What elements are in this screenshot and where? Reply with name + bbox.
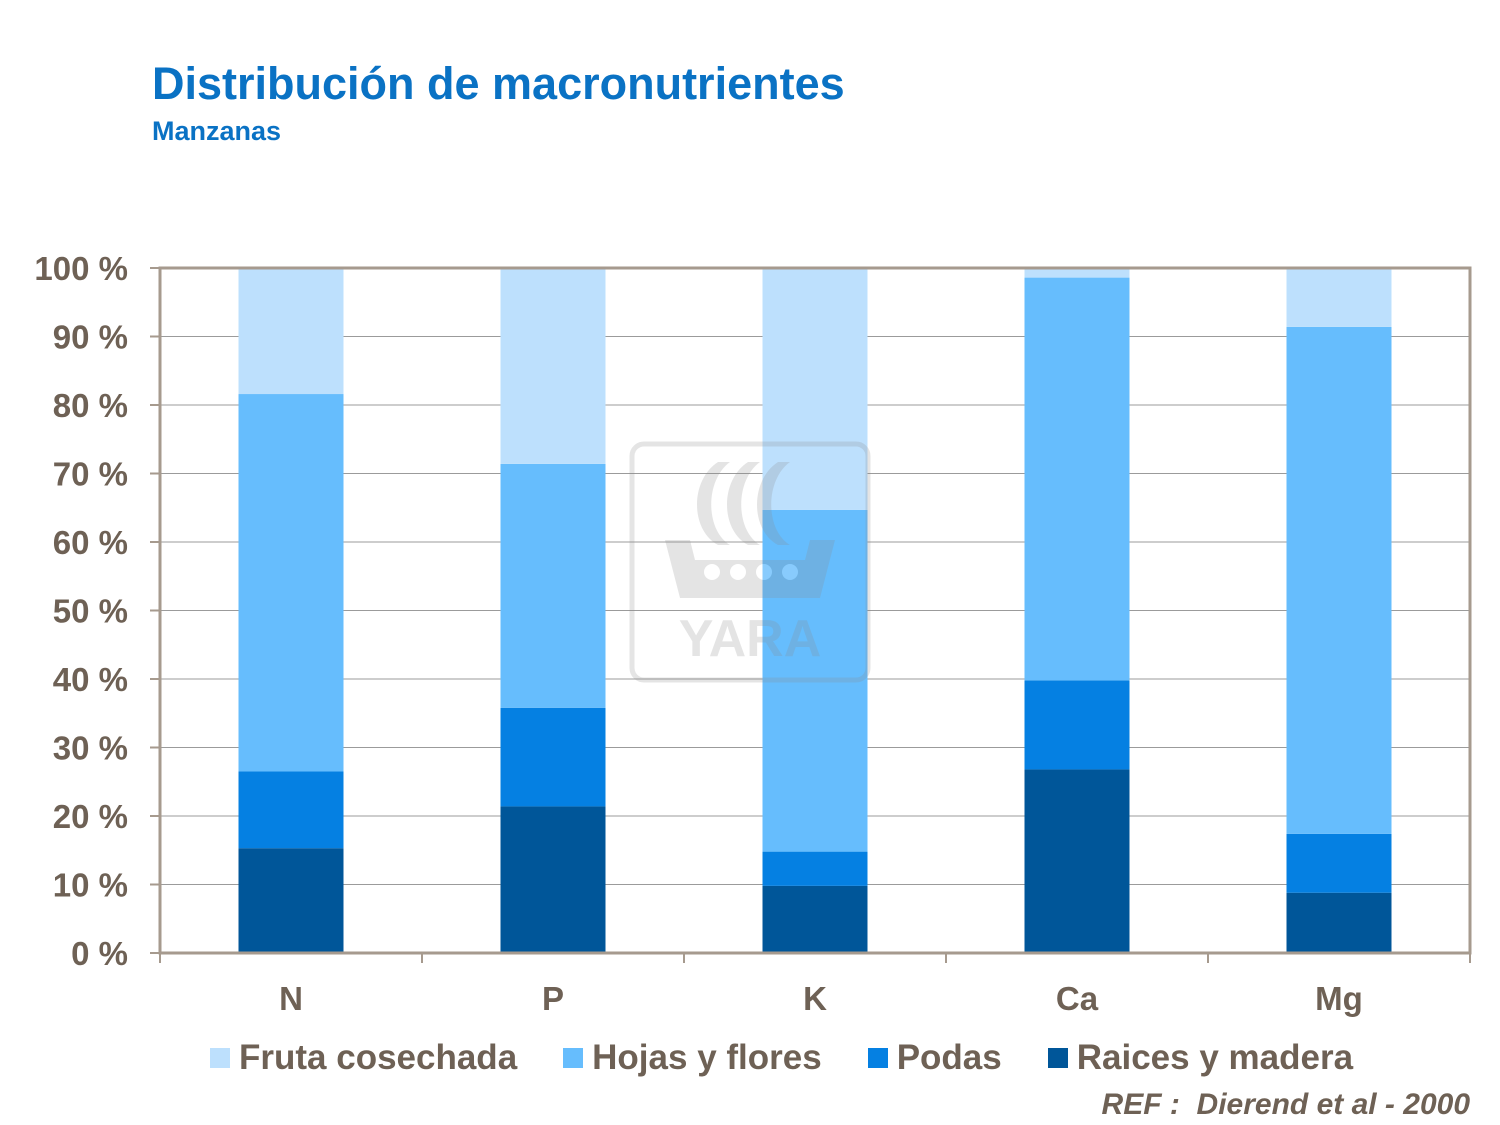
y-tick-label: 0 %	[71, 935, 128, 972]
y-tick-label: 40 %	[53, 661, 128, 698]
y-axis-labels: 0 % 10 % 20 % 30 % 40 % 50 % 60 % 70 % 80 % 90 % 1…	[34, 250, 128, 972]
legend-label-fruta: Fruta cosechada	[239, 1038, 518, 1077]
legend-swatch-fruta	[210, 1048, 230, 1068]
y-tick-label: 50 %	[53, 593, 128, 630]
legend: Fruta cosechada Hojas y flores Podas Rai…	[210, 1038, 1399, 1078]
bar-segment-podas-mg	[1286, 833, 1392, 893]
y-tick-label: 80 %	[53, 387, 128, 424]
bar-segment-hojas-mg	[1286, 326, 1392, 834]
bar-segment-raices-mg	[1286, 892, 1392, 953]
plot-border	[158, 266, 1472, 955]
bars	[238, 268, 1392, 953]
legend-label-hojas: Hojas y flores	[592, 1038, 822, 1077]
legend-label-podas: Podas	[896, 1038, 1002, 1077]
y-tick-label: 20 %	[53, 798, 128, 835]
legend-item-hojas: Hojas y flores	[563, 1038, 822, 1078]
legend-item-podas: Podas	[867, 1038, 1002, 1078]
bar-segment-fruta-k	[762, 268, 868, 510]
y-tick-label: 60 %	[53, 524, 128, 561]
yara-viking-ship-logo-icon	[665, 462, 835, 598]
legend-swatch-raices	[1047, 1048, 1068, 1068]
plot-frame	[158, 266, 1472, 963]
bar-segment-fruta-ca	[1024, 268, 1130, 278]
chart-title: Distribución de macronutrientes	[152, 58, 845, 109]
x-tick-label-p: P	[542, 980, 564, 1017]
bar-segment-fruta-n	[238, 268, 344, 395]
watermark-frame	[629, 441, 871, 683]
y-tick-label: 70 %	[53, 456, 128, 493]
x-tick-label-mg: Mg	[1315, 980, 1363, 1017]
bar-segment-podas-n	[238, 771, 344, 849]
legend-item-fruta: Fruta cosechada	[210, 1038, 517, 1078]
bar-segment-fruta-mg	[1286, 268, 1392, 327]
legend-label-raices: Raices y madera	[1076, 1038, 1354, 1077]
bar-segment-fruta-p	[500, 268, 606, 464]
legend-swatch-hojas	[563, 1048, 584, 1068]
y-tick-label: 30 %	[53, 730, 128, 767]
watermark-text: YARA	[679, 610, 822, 668]
y-tick-label: 100 %	[34, 250, 128, 287]
x-tick-label-k: K	[803, 980, 827, 1017]
bar-segment-hojas-n	[238, 394, 344, 772]
bar-segment-hojas-ca	[1024, 277, 1130, 681]
bar-segment-raices-ca	[1024, 769, 1130, 953]
reference-note: REF : Dierend et al - 2000	[1101, 1088, 1470, 1121]
bar-segment-raices-p	[500, 806, 606, 953]
y-tick-label: 90 %	[53, 319, 128, 356]
legend-swatch-podas	[867, 1048, 888, 1068]
y-tick-label: 10 %	[53, 867, 128, 904]
yara-watermark: YARA	[629, 441, 871, 683]
legend-item-raices: Raices y madera	[1047, 1038, 1354, 1078]
x-tick-label-n: N	[279, 980, 303, 1017]
bar-segment-hojas-p	[500, 463, 606, 708]
bar-segment-podas-ca	[1024, 680, 1130, 770]
bar-segment-podas-k	[762, 851, 868, 886]
x-axis-labels: N P K Ca Mg	[279, 980, 1363, 1017]
x-tick-label-ca: Ca	[1056, 980, 1099, 1017]
bar-segment-raices-k	[762, 885, 868, 953]
chart-subtitle: Manzanas	[152, 116, 282, 146]
bar-segment-podas-p	[500, 707, 606, 807]
bar-segment-hojas-k	[762, 509, 868, 852]
bar-segment-raices-n	[238, 848, 344, 953]
